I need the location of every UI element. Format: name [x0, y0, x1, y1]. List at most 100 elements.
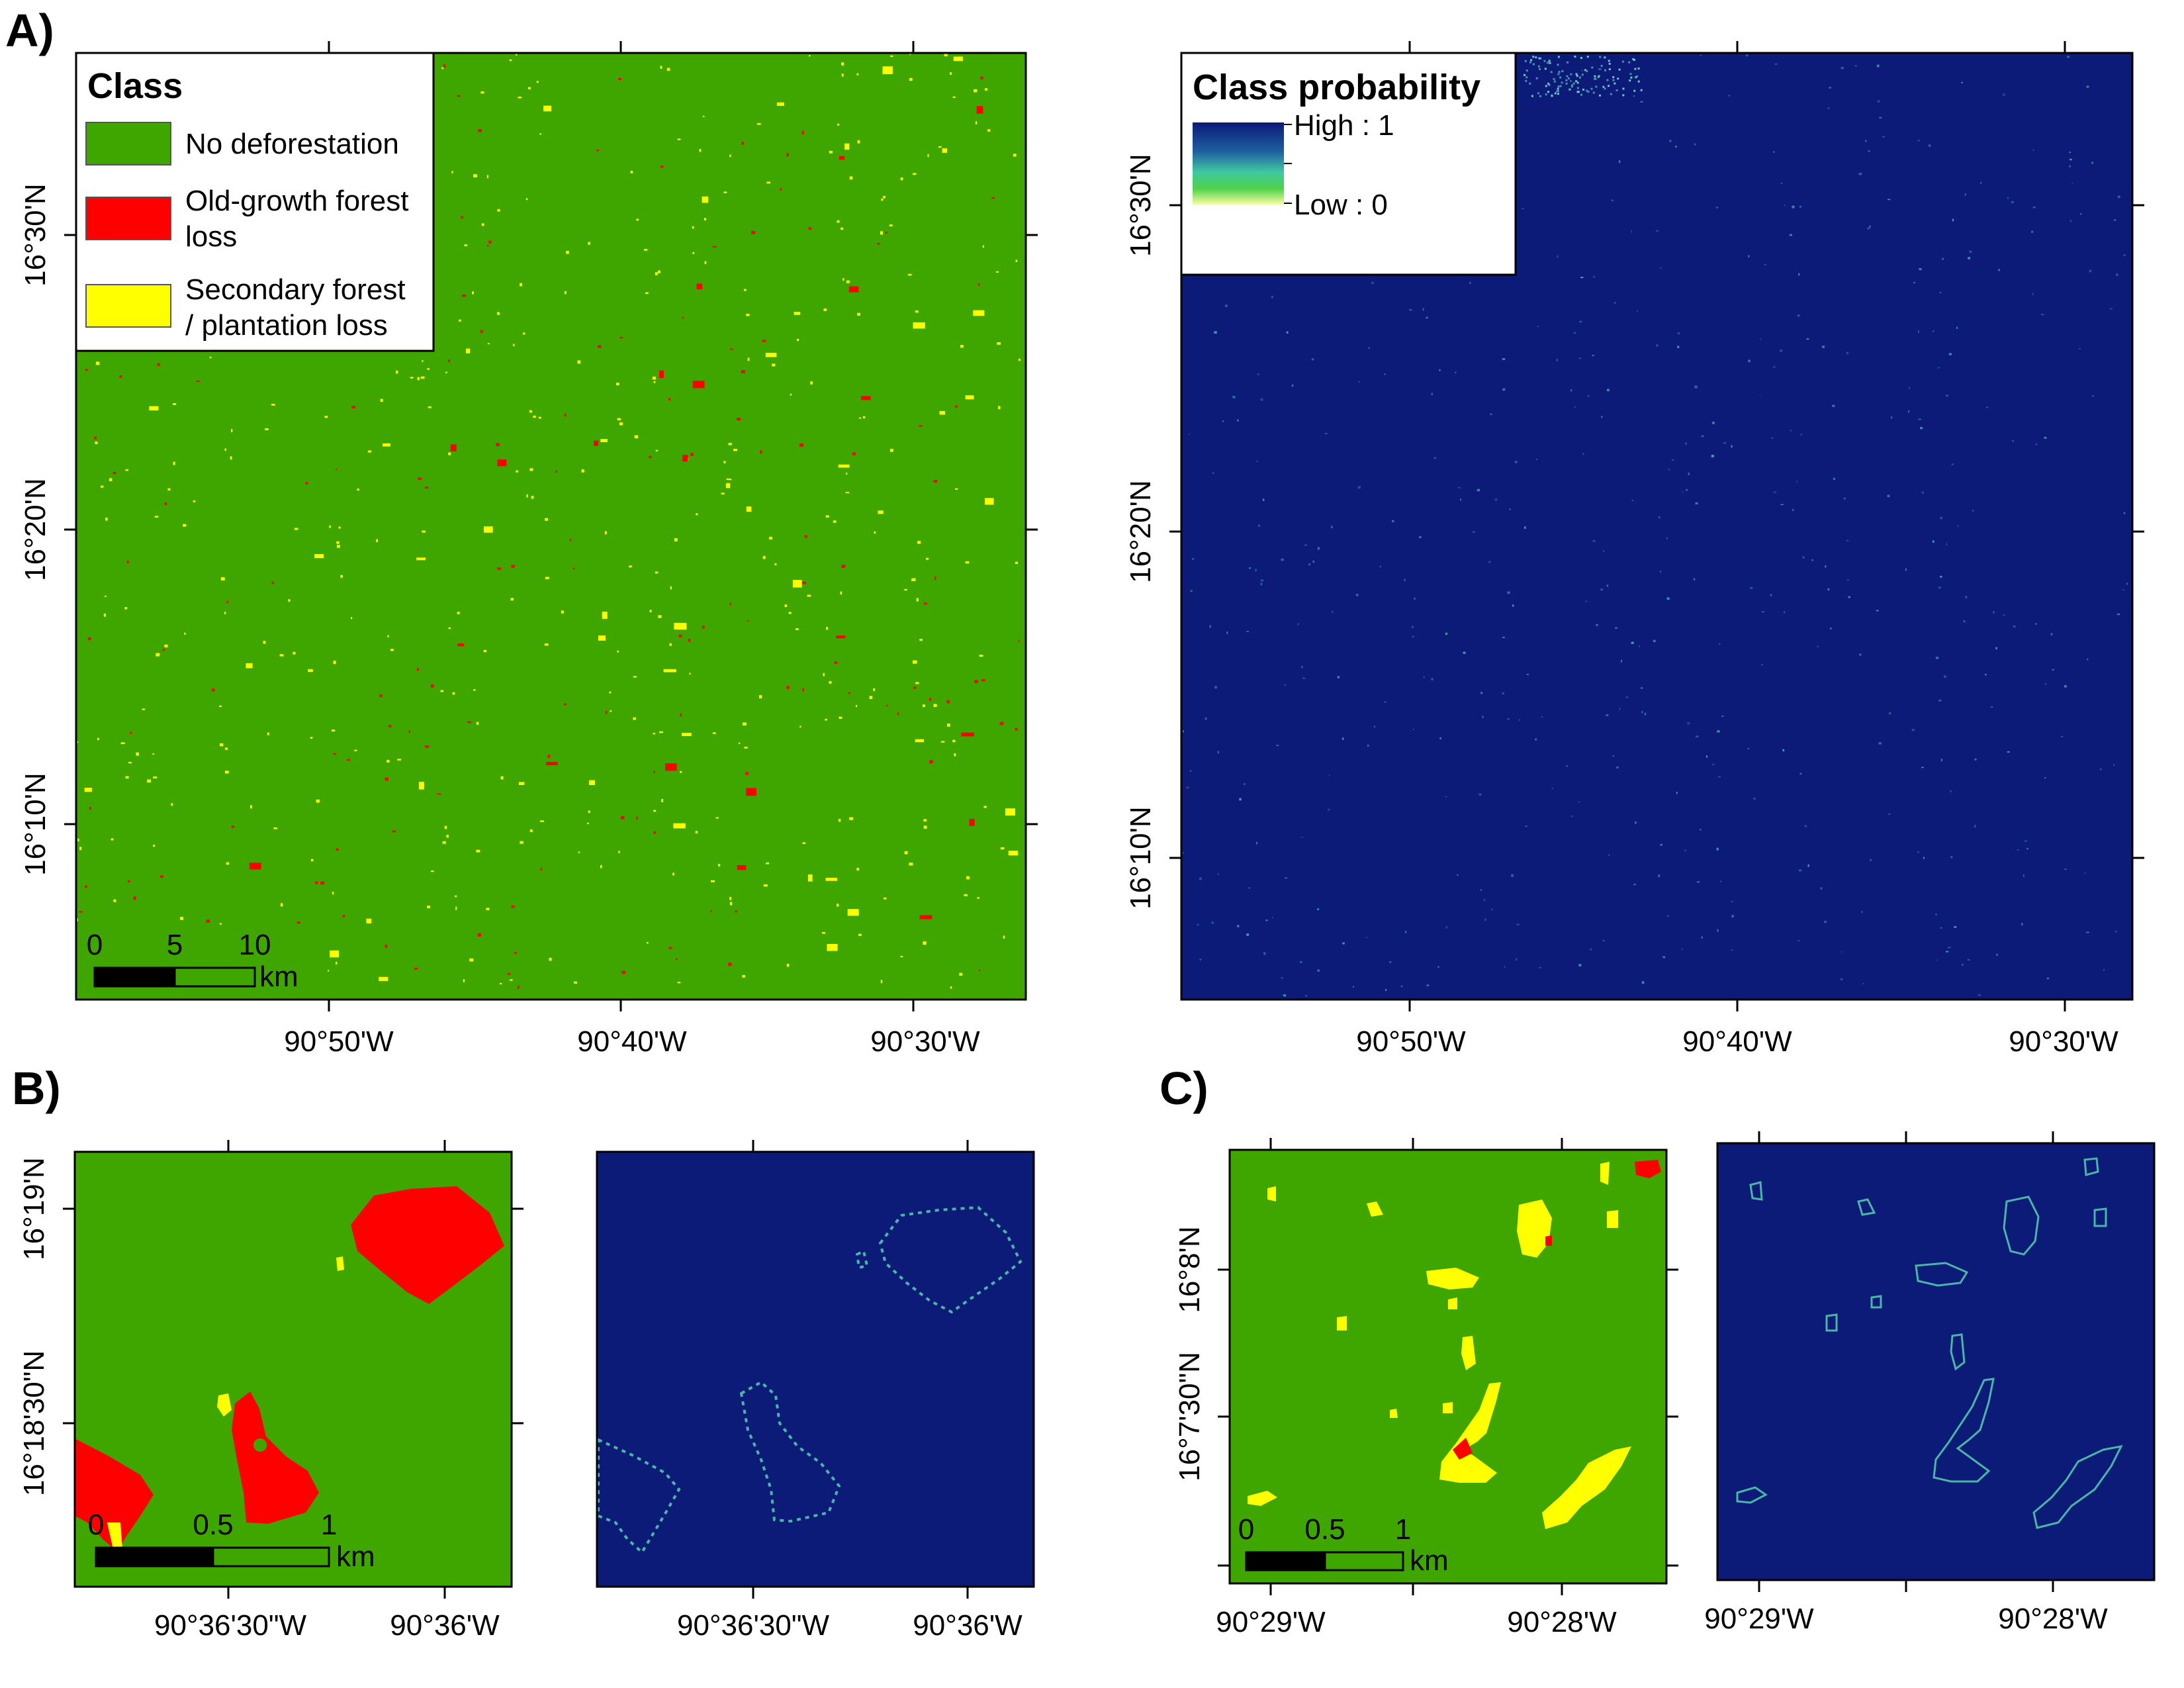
probability-pixel	[1639, 645, 1640, 647]
probability-pixel	[1538, 57, 1541, 60]
loss-pixel	[712, 246, 717, 248]
probability-pixel	[1939, 291, 1942, 294]
loss-pixel	[909, 53, 911, 55]
x-tick-label: 90°50'W	[1356, 1025, 1466, 1058]
probability-pixel	[1217, 873, 1219, 875]
probability-pixel	[1888, 712, 1891, 715]
loss-pixel	[804, 535, 807, 538]
loss-pixel	[860, 396, 871, 400]
probability-pixel	[1631, 230, 1633, 233]
probability-pixel	[1827, 107, 1830, 109]
loss-pixel	[981, 679, 985, 682]
loss-pixel	[600, 865, 602, 868]
loss-pixel	[511, 906, 515, 908]
probability-pixel	[2113, 764, 2115, 767]
probability-pixel	[1998, 269, 2000, 271]
probability-pixel	[1686, 489, 1688, 491]
class-map-c-patches	[1248, 1160, 1661, 1529]
loss-pixel	[1015, 727, 1018, 731]
probability-pixel	[2070, 220, 2071, 222]
loss-pixel	[653, 381, 656, 383]
probability-pixel	[1748, 255, 1750, 258]
loss-pixel	[884, 897, 887, 900]
loss-pixel	[105, 595, 107, 597]
loss-pixel	[366, 918, 372, 923]
probability-pixel	[1615, 627, 1618, 629]
loss-pixel	[387, 635, 389, 637]
loss-pixel	[379, 694, 383, 698]
secondary-loss-patch	[1439, 1382, 1501, 1483]
loss-pixel	[619, 337, 623, 339]
loss-pixel	[737, 418, 741, 421]
probability-pixel	[1586, 89, 1588, 92]
loss-pixel	[802, 842, 806, 844]
loss-pixel	[103, 613, 106, 617]
y-tick-label: 16°18'30"N	[18, 1350, 50, 1496]
loss-pixel	[418, 477, 422, 480]
probability-pixel	[1882, 136, 1886, 138]
probability-pixel	[2011, 440, 2014, 442]
probability-pixel	[1772, 151, 1775, 153]
loss-pixel	[880, 980, 883, 984]
probability-pixel	[1571, 84, 1573, 87]
probability-pixel	[1598, 68, 1602, 70]
probability-pixel	[1284, 877, 1288, 879]
loss-pixel	[1018, 358, 1021, 361]
loss-pixel	[455, 895, 457, 898]
loss-pixel	[451, 171, 453, 173]
probability-pixel	[1701, 435, 1704, 438]
probability-color-ramp	[1193, 122, 1284, 205]
loss-pixel	[392, 830, 396, 833]
loss-pixel	[225, 771, 229, 774]
loss-pixel	[329, 525, 331, 528]
probability-pixel	[1688, 472, 1690, 475]
probability-pixel	[1265, 919, 1268, 921]
probability-pixel	[1719, 643, 1721, 645]
loss-pixel	[869, 696, 873, 699]
probability-pixel	[1469, 281, 1471, 284]
loss-pixel	[807, 874, 813, 882]
probability-pixel	[1557, 64, 1559, 66]
loss-pixel	[515, 54, 518, 56]
patch-boundary	[2093, 1207, 2107, 1227]
y-tick-label: 16°30'N	[19, 183, 52, 287]
loss-pixel	[95, 441, 98, 444]
loss-pixel	[856, 868, 860, 870]
probability-pixel	[1379, 565, 1381, 567]
probability-pixel	[1480, 889, 1482, 892]
legend-label-secondary-loss: / plantation loss	[185, 309, 388, 342]
probability-pixel	[1606, 79, 1609, 81]
probability-pixel	[1790, 429, 1792, 432]
loss-pixel	[672, 872, 674, 876]
loss-pixel	[469, 958, 474, 962]
loss-pixel	[437, 793, 441, 795]
probability-pixel	[1908, 410, 1910, 413]
loss-pixel	[311, 859, 314, 862]
probability-pixel	[1641, 711, 1643, 714]
legend-swatch-old-growth-loss	[85, 197, 171, 240]
probability-pixel	[1946, 951, 1949, 953]
loss-pixel	[410, 377, 414, 379]
loss-pixel	[838, 818, 841, 822]
loss-pixel	[618, 77, 622, 80]
loss-pixel	[950, 986, 952, 989]
probability-pixel	[1502, 692, 1504, 694]
loss-pixel	[540, 868, 543, 870]
probability-pixel	[1666, 538, 1668, 539]
probability-pixel	[1463, 651, 1466, 654]
probability-pixel	[1599, 56, 1602, 58]
probability-pixel	[1570, 389, 1572, 392]
loss-pixel	[658, 270, 660, 273]
probability-pixel	[1780, 350, 1783, 352]
loss-pixel	[729, 602, 732, 606]
loss-pixel	[723, 461, 726, 464]
probability-pixel	[1582, 88, 1584, 91]
loss-pixel	[408, 729, 410, 733]
loss-pixel	[723, 191, 727, 193]
probability-pixel	[1944, 675, 1946, 678]
loss-pixel	[480, 330, 483, 333]
probability-pixel	[1731, 901, 1733, 902]
probability-pixel	[1731, 949, 1733, 951]
probability-pixel	[1817, 645, 1819, 647]
loss-pixel	[979, 969, 981, 972]
